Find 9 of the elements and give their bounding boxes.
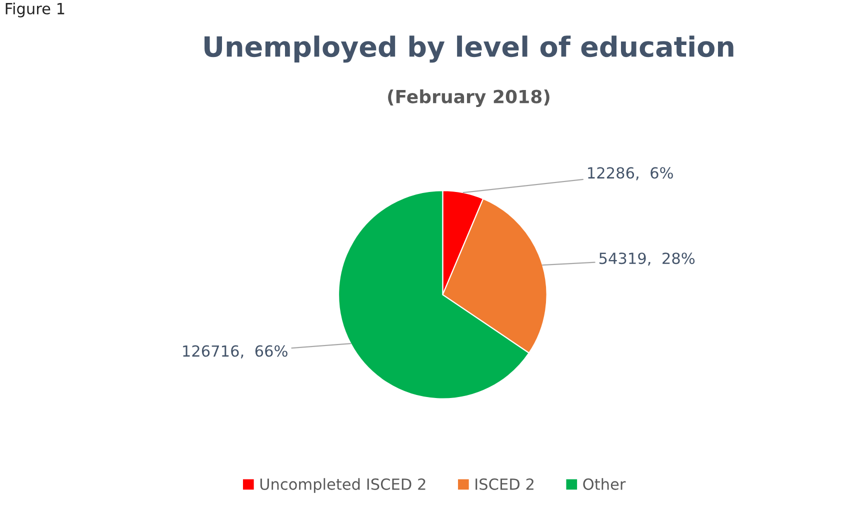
caption: Figure 1: [6, 2, 64, 18]
data-label: 54319, 28%: [599, 252, 695, 266]
legend-label: ISCED 2: [476, 478, 534, 490]
legend-label: Uncompleted ISCED 2: [260, 478, 426, 493]
data-label: 12286, 6%: [588, 167, 673, 180]
legend-label: Other: [583, 478, 626, 490]
chart-title: Unemployed by level of education: [204, 36, 734, 63]
data-label: 126716, 66%: [183, 345, 288, 358]
chart-subtitle: (February 2018): [388, 89, 550, 108]
